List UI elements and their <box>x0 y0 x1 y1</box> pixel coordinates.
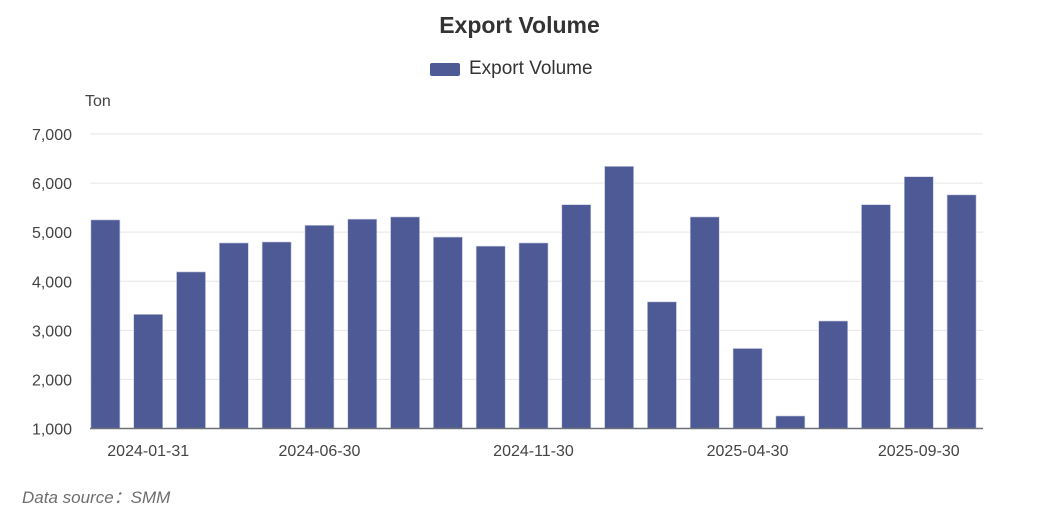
bar[interactable] <box>604 166 634 429</box>
y-tick-label: 5,000 <box>32 225 72 242</box>
bar[interactable] <box>133 314 164 429</box>
x-tick-label: 2024-11-30 <box>493 443 574 460</box>
bar[interactable] <box>818 320 848 429</box>
chart-title: Export Volume <box>439 12 600 38</box>
bar[interactable] <box>732 348 763 429</box>
legend-label: Export Volume <box>469 58 593 79</box>
bar[interactable] <box>775 415 806 429</box>
bar[interactable] <box>261 241 292 429</box>
bar[interactable] <box>90 219 121 429</box>
y-axis-unit: Ton <box>85 93 111 110</box>
bar[interactable] <box>390 216 420 429</box>
legend-item[interactable]: Export Volume <box>430 58 593 80</box>
y-tick-label: 2,000 <box>32 372 72 389</box>
legend-swatch <box>430 62 460 76</box>
bar[interactable] <box>304 224 335 429</box>
bar[interactable] <box>518 242 549 429</box>
y-tick-label: 1,000 <box>32 422 72 439</box>
y-tick-label: 7,000 <box>32 127 72 144</box>
bar[interactable] <box>219 242 249 429</box>
bar[interactable] <box>861 204 891 429</box>
bar[interactable] <box>347 218 378 429</box>
x-tick-label: 2025-04-30 <box>707 443 789 460</box>
y-tick-label: 4,000 <box>32 274 72 291</box>
bar[interactable] <box>475 245 506 429</box>
x-tick-label: 2024-06-30 <box>279 443 361 460</box>
x-tick-label: 2024-01-31 <box>107 443 189 460</box>
bar[interactable] <box>433 236 463 429</box>
bar[interactable] <box>946 194 977 429</box>
bar[interactable] <box>176 271 206 429</box>
x-tick-label: 2025-09-30 <box>878 443 960 460</box>
bar[interactable] <box>561 204 592 429</box>
data-source: Data source：SMM <box>22 488 171 507</box>
bar[interactable] <box>647 301 677 429</box>
bar[interactable] <box>903 176 934 429</box>
y-tick-label: 6,000 <box>32 176 72 193</box>
y-tick-label: 3,000 <box>32 323 72 340</box>
bar[interactable] <box>689 216 720 429</box>
